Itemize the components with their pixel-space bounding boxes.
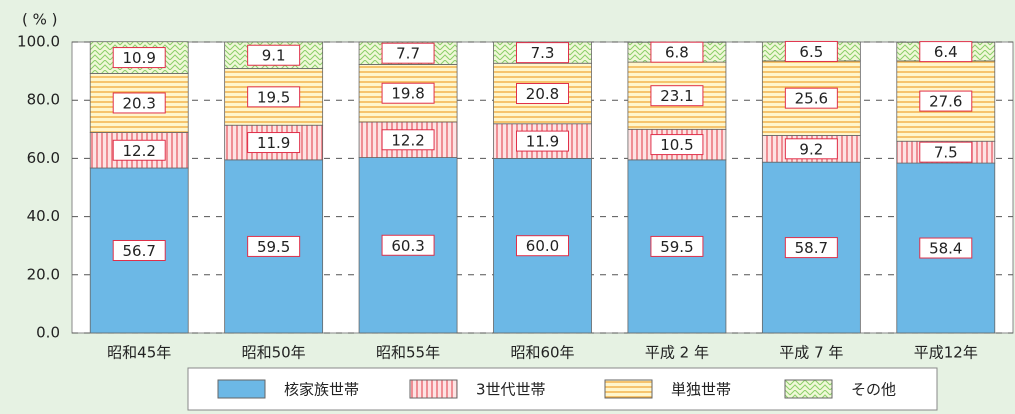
value-label-box xyxy=(516,83,569,105)
value-label: 60.0 xyxy=(526,237,559,255)
value-label-box xyxy=(919,141,973,163)
x-tick-label: 平成12年 xyxy=(914,344,978,362)
y-tick-label: 0.0 xyxy=(36,324,60,342)
x-tick-label: 昭和50年 xyxy=(242,344,306,362)
value-label-box xyxy=(112,139,166,161)
value-label: 6.4 xyxy=(934,43,958,61)
value-label: 7.7 xyxy=(396,45,420,63)
value-label: 25.6 xyxy=(795,90,828,108)
value-label-box xyxy=(112,47,166,69)
value-label: 10.9 xyxy=(123,49,156,67)
value-label-box xyxy=(112,240,166,262)
value-label: 9.2 xyxy=(799,140,823,158)
value-label-box xyxy=(919,41,973,63)
value-label: 56.7 xyxy=(123,242,156,260)
legend-swatch xyxy=(409,379,458,399)
y-tick-label: 80.0 xyxy=(27,91,60,109)
value-label-box xyxy=(247,86,301,108)
y-axis-unit: ( % ) xyxy=(22,11,58,29)
value-label: 12.2 xyxy=(123,142,156,160)
value-label: 11.9 xyxy=(526,133,559,151)
legend-swatch xyxy=(784,379,833,399)
value-label: 9.1 xyxy=(262,47,286,65)
value-label-box xyxy=(919,237,973,259)
value-label: 59.5 xyxy=(660,238,693,256)
value-label-box xyxy=(247,235,301,257)
value-label: 60.3 xyxy=(391,237,424,255)
value-label: 58.7 xyxy=(795,239,828,257)
value-label: 11.9 xyxy=(257,134,290,152)
value-label-box xyxy=(650,235,704,257)
y-tick-label: 40.0 xyxy=(27,207,60,225)
legend-label: 3世代世帯 xyxy=(476,381,546,399)
value-label-box xyxy=(784,138,838,160)
x-tick-label: 昭和55年 xyxy=(376,344,440,362)
value-label-box xyxy=(247,44,301,66)
value-label-box xyxy=(381,82,435,104)
y-tick-label: 20.0 xyxy=(27,265,60,283)
value-label-box xyxy=(516,130,569,152)
value-label-box xyxy=(650,85,704,107)
value-label-box xyxy=(381,42,435,64)
value-label: 23.1 xyxy=(660,87,693,105)
value-label: 6.5 xyxy=(799,43,823,61)
x-tick-label: 平成 2 年 xyxy=(645,344,709,362)
legend-label: その他 xyxy=(851,381,896,399)
value-label: 19.5 xyxy=(257,88,290,106)
value-label: 19.8 xyxy=(391,85,424,103)
value-label-box xyxy=(784,40,838,62)
value-label: 27.6 xyxy=(929,93,962,111)
value-label-box xyxy=(919,90,973,112)
value-label: 59.5 xyxy=(257,238,290,256)
value-label: 7.5 xyxy=(934,144,958,162)
value-label-box xyxy=(381,129,435,151)
value-label: 7.3 xyxy=(531,44,555,62)
x-tick-label: 昭和45年 xyxy=(107,344,171,362)
value-label-box xyxy=(516,235,569,257)
value-label-box xyxy=(784,237,838,259)
value-label-box xyxy=(516,42,569,64)
legend-swatch xyxy=(217,379,266,399)
y-tick-label: 60.0 xyxy=(27,149,60,167)
x-tick-label: 平成 7 年 xyxy=(779,344,843,362)
value-label-box xyxy=(381,234,435,256)
value-label: 10.5 xyxy=(660,136,693,154)
y-tick-label: 100.0 xyxy=(17,33,60,51)
legend-label: 単独世帯 xyxy=(671,381,731,399)
value-label: 20.3 xyxy=(123,94,156,112)
value-label: 58.4 xyxy=(929,240,962,258)
legend-label: 核家族世帯 xyxy=(284,381,359,399)
value-label: 20.8 xyxy=(526,85,559,103)
legend-swatch xyxy=(604,379,653,399)
value-label-box xyxy=(784,87,838,109)
value-label: 6.8 xyxy=(665,44,689,62)
value-label-box xyxy=(247,132,301,154)
value-label-box xyxy=(112,92,166,114)
x-tick-label: 昭和60年 xyxy=(510,344,574,362)
value-label-box xyxy=(650,134,704,156)
value-label-box xyxy=(650,41,704,63)
value-label: 12.2 xyxy=(391,131,424,149)
